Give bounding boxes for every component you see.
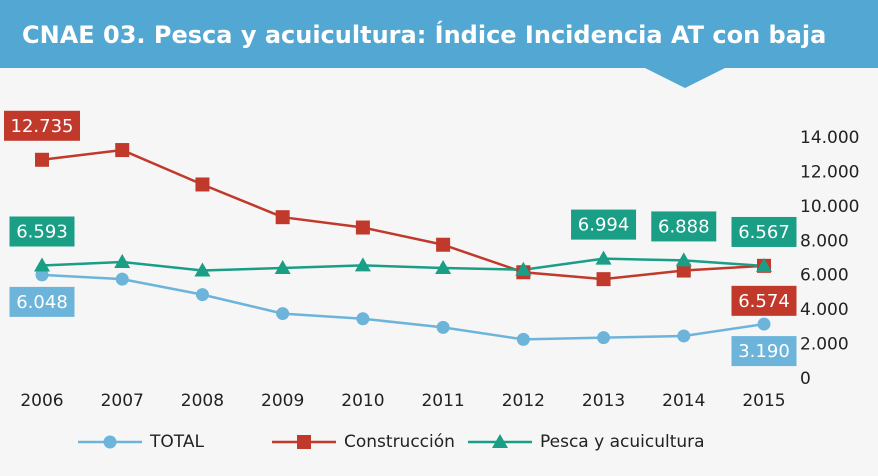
- data-label: 3.190: [738, 341, 790, 362]
- data-label: 6.567: [738, 222, 790, 243]
- data-point: [354, 257, 371, 272]
- data-label-box: [651, 211, 717, 242]
- y-tick-label: 6.000: [800, 266, 849, 286]
- data-point: [516, 332, 530, 346]
- x-tick-label: 2015: [742, 391, 785, 411]
- x-tick-label: 2009: [261, 391, 304, 411]
- data-point: [675, 252, 692, 267]
- data-point: [436, 237, 451, 252]
- data-point: [276, 307, 290, 321]
- data-label-box: [4, 110, 80, 141]
- y-tick-label: 14.000: [800, 128, 859, 148]
- data-label-box: [571, 209, 637, 240]
- data-point: [35, 268, 49, 282]
- legend-label: TOTAL: [149, 432, 204, 452]
- data-point: [756, 257, 772, 272]
- y-tick-label: 10.000: [800, 197, 859, 217]
- y-tick-label: 0: [800, 369, 811, 389]
- x-tick-label: 2010: [341, 391, 384, 411]
- x-tick-label: 2007: [101, 391, 144, 411]
- x-tick-label: 2006: [20, 391, 63, 411]
- data-point: [114, 253, 131, 268]
- y-tick-label: 12.000: [800, 162, 859, 182]
- data-label: 12.735: [11, 116, 74, 137]
- data-point: [595, 250, 612, 265]
- data-label: 6.048: [16, 292, 68, 313]
- data-label-box: [731, 216, 797, 247]
- data-point: [34, 257, 50, 272]
- data-point: [435, 259, 452, 274]
- data-point: [597, 331, 611, 345]
- data-label-box: [731, 336, 797, 367]
- data-label-box: [9, 286, 75, 317]
- data-label-box: [9, 216, 75, 247]
- data-point: [195, 177, 210, 192]
- data-point: [676, 263, 691, 278]
- data-point: [194, 262, 211, 277]
- data-point: [275, 210, 290, 225]
- data-point: [436, 320, 450, 334]
- y-tick-label: 2.000: [800, 335, 849, 355]
- y-tick-label: 4.000: [800, 300, 849, 320]
- title-banner: [0, 0, 878, 88]
- series-line: [41, 273, 765, 341]
- data-point: [115, 143, 130, 158]
- data-label: 6.593: [16, 222, 68, 243]
- legend-marker: [492, 434, 508, 448]
- series-line: [41, 257, 765, 272]
- data-point: [115, 272, 129, 286]
- x-tick-label: 2014: [662, 391, 705, 411]
- data-point: [195, 288, 209, 302]
- legend-label: Pesca y acuicultura: [540, 432, 705, 452]
- data-label: 6.994: [578, 215, 630, 236]
- x-tick-label: 2012: [502, 391, 545, 411]
- x-tick-label: 2008: [181, 391, 224, 411]
- data-label: 6.574: [738, 291, 790, 312]
- legend-label: Construcción: [344, 432, 455, 452]
- data-point: [356, 312, 370, 326]
- data-point: [274, 259, 291, 274]
- chart-title: CNAE 03. Pesca y acuicultura: Índice Inc…: [22, 20, 826, 49]
- data-point: [757, 317, 771, 331]
- legend-marker: [103, 435, 117, 449]
- data-label: 6.888: [658, 216, 710, 237]
- x-tick-label: 2011: [421, 391, 464, 411]
- series-line: [41, 148, 765, 281]
- data-point: [596, 272, 611, 287]
- data-point: [677, 329, 691, 343]
- data-point: [515, 261, 532, 276]
- data-label-box: [731, 285, 797, 316]
- y-tick-label: 8.000: [800, 231, 849, 251]
- legend-marker: [297, 435, 311, 449]
- data-point: [355, 220, 370, 235]
- data-point: [35, 152, 49, 167]
- x-tick-label: 2013: [582, 391, 625, 411]
